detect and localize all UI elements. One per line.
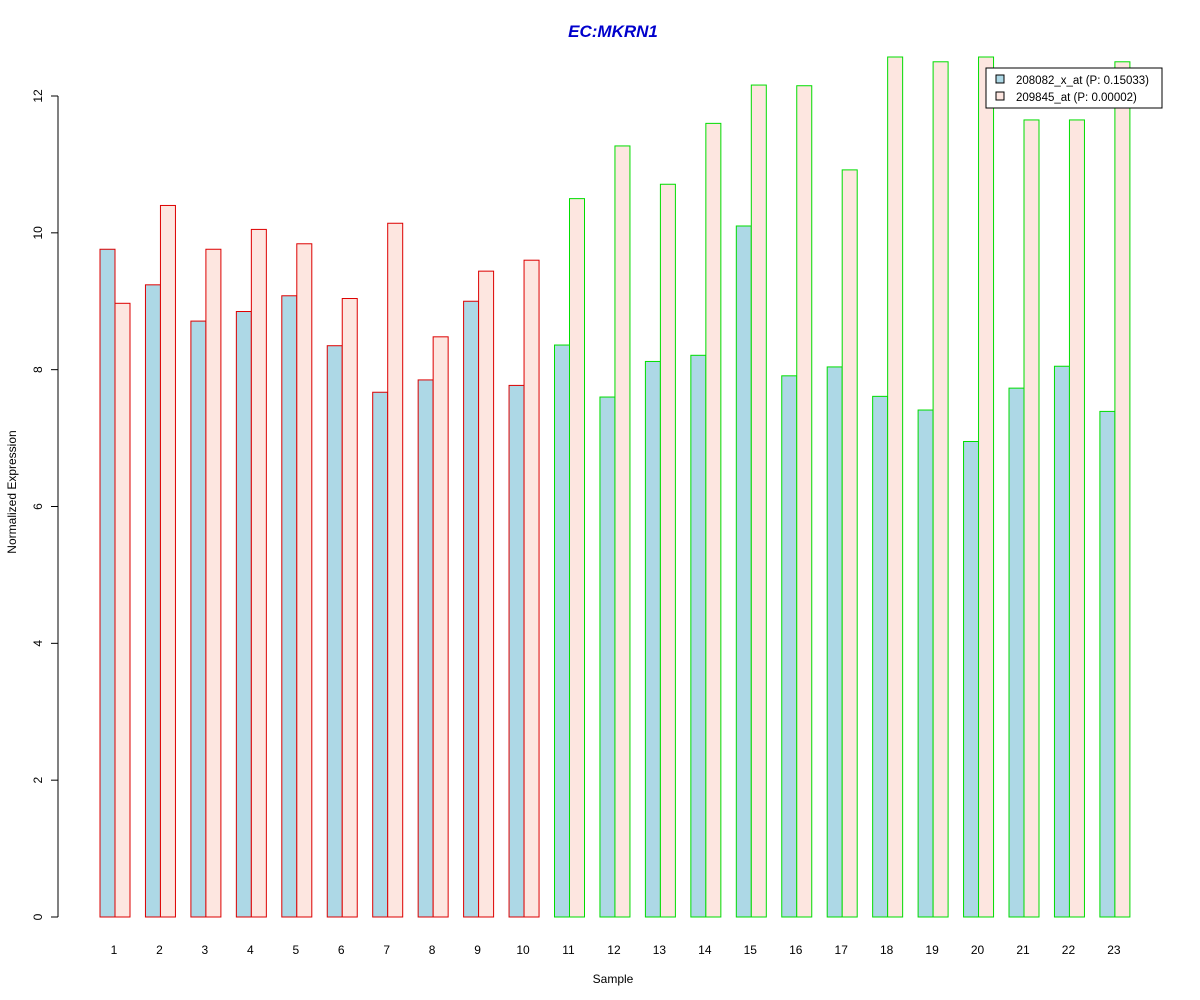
y-tick-label: 4 xyxy=(31,640,45,647)
bar-series-1-sample-23 xyxy=(1099,410,1116,918)
legend-box xyxy=(985,67,1163,109)
x-tick-label-3: 3 xyxy=(202,943,209,957)
bar-series-2-sample-13 xyxy=(659,183,676,918)
x-tick-label-16: 16 xyxy=(789,943,803,957)
legend-label-series-1: 208082_x_at (P: 0.15033) xyxy=(1016,75,1149,87)
legend-label-series-2: 209845_at (P: 0.00002) xyxy=(1016,92,1137,104)
legend: 208082_x_at (P: 0.15033) 209845_at (P: 0… xyxy=(985,67,1163,109)
bar-series-1-sample-10 xyxy=(508,384,525,918)
bars xyxy=(99,56,1131,918)
x-tick-label-2: 2 xyxy=(156,943,163,957)
bar-series-2-sample-19 xyxy=(932,61,949,918)
bar-series-2-sample-18 xyxy=(887,56,904,918)
x-axis-title: Sample xyxy=(593,972,634,986)
bar-series-1-sample-4 xyxy=(235,311,252,918)
y-tick-label: 2 xyxy=(31,777,45,784)
y-tick-label: 8 xyxy=(31,366,45,373)
y-tick-label: 12 xyxy=(31,89,45,103)
bar-series-1-sample-15 xyxy=(735,225,752,918)
bar-series-2-sample-12 xyxy=(614,145,631,918)
x-tick-label-21: 21 xyxy=(1016,943,1030,957)
bar-series-2-sample-21 xyxy=(1023,119,1040,918)
bar-series-1-sample-17 xyxy=(826,366,843,918)
bar-series-2-sample-1 xyxy=(114,302,131,918)
bar-series-2-sample-3 xyxy=(205,248,222,918)
y-tick-label: 0 xyxy=(31,913,45,920)
legend-swatch-series-1 xyxy=(995,74,1005,84)
bar-series-2-sample-7 xyxy=(387,222,404,918)
bar-series-1-sample-7 xyxy=(372,391,389,918)
bar-series-1-sample-14 xyxy=(690,354,707,918)
x-tick-label-15: 15 xyxy=(744,943,758,957)
x-tick-label-11: 11 xyxy=(562,943,575,957)
bar-series-1-sample-11 xyxy=(554,344,570,918)
x-tick-label-6: 6 xyxy=(338,943,345,957)
x-tick-label-18: 18 xyxy=(880,943,894,957)
bar-series-1-sample-20 xyxy=(963,441,980,918)
bar-series-1-sample-12 xyxy=(599,396,616,918)
bar-series-2-sample-11 xyxy=(569,198,585,918)
x-tick-label-8: 8 xyxy=(429,943,436,957)
x-tick-label-1: 1 xyxy=(111,943,118,957)
bar-series-1-sample-8 xyxy=(417,379,434,918)
bar-series-2-sample-2 xyxy=(159,204,176,918)
bar-series-1-sample-13 xyxy=(644,360,661,918)
bar-series-1-sample-16 xyxy=(781,375,798,918)
x-tick-label-13: 13 xyxy=(653,943,667,957)
legend-swatch-series-2 xyxy=(995,91,1005,101)
x-tick-label-4: 4 xyxy=(247,943,254,957)
x-tick-label-22: 22 xyxy=(1062,943,1076,957)
bar-series-2-sample-23 xyxy=(1114,61,1131,918)
x-tick-label-12: 12 xyxy=(607,943,621,957)
x-tick-label-9: 9 xyxy=(474,943,481,957)
bar-series-2-sample-10 xyxy=(523,259,540,918)
x-tick-label-5: 5 xyxy=(292,943,299,957)
x-tick-label-17: 17 xyxy=(835,943,849,957)
x-tick-label-19: 19 xyxy=(925,943,939,957)
x-tick-labels: 1 2 3 4 5 6 7 8 9 10 11 12 13 14 15 16 17 18 19 20 21 22 23 xyxy=(111,943,1121,957)
bar-series-2-sample-14 xyxy=(705,122,722,918)
bar-series-1-sample-9 xyxy=(463,300,480,918)
bar-series-1-sample-2 xyxy=(144,284,161,918)
bar-series-1-sample-5 xyxy=(281,295,298,918)
y-tick-label: 6 xyxy=(31,503,45,510)
bar-series-1-sample-22 xyxy=(1053,365,1070,918)
bar-series-2-sample-17 xyxy=(841,169,858,918)
bar-series-1-sample-21 xyxy=(1008,387,1025,918)
bar-series-1-sample-3 xyxy=(190,320,207,918)
bar-series-2-sample-4 xyxy=(250,228,267,918)
chart-title: EC:MKRN1 xyxy=(568,22,658,41)
x-tick-label-7: 7 xyxy=(383,943,390,957)
y-axis-title: Normalized Expression xyxy=(5,430,19,553)
bar-series-2-sample-9 xyxy=(478,270,495,918)
bar-series-2-sample-22 xyxy=(1068,119,1085,918)
y-tick-label: 10 xyxy=(31,226,45,240)
bar-series-2-sample-16 xyxy=(796,85,813,918)
x-tick-label-14: 14 xyxy=(698,943,712,957)
bar-series-1-sample-19 xyxy=(917,409,934,918)
x-tick-label-20: 20 xyxy=(971,943,985,957)
bar-series-2-sample-8 xyxy=(432,336,449,918)
bar-series-2-sample-15 xyxy=(750,84,767,918)
bar-series-2-sample-6 xyxy=(341,298,358,918)
x-tick-label-23: 23 xyxy=(1107,943,1121,957)
bar-series-1-sample-6 xyxy=(326,345,343,918)
bar-series-2-sample-20 xyxy=(978,56,995,918)
bar-series-1-sample-1 xyxy=(99,248,116,918)
bar-series-2-sample-5 xyxy=(296,243,313,918)
bar-series-1-sample-18 xyxy=(872,395,889,918)
x-tick-label-10: 10 xyxy=(516,943,530,957)
y-axis: 0 2 4 6 8 10 12 xyxy=(31,89,59,920)
